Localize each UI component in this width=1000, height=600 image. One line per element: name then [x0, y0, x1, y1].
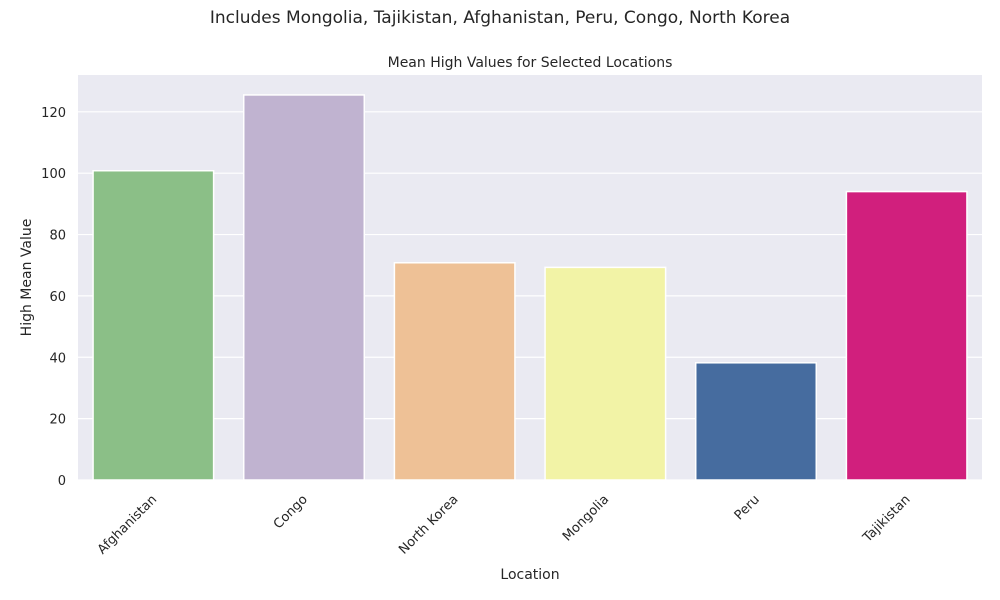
- x-tick-label: Mongolia: [560, 492, 612, 544]
- x-tick-label: Afghanistan: [95, 492, 160, 557]
- chart-title: Mean High Values for Selected Locations: [388, 55, 673, 71]
- y-tick-label: 20: [49, 413, 66, 428]
- x-tick-label: Tajikistan: [860, 492, 914, 546]
- y-axis-label: High Mean Value: [19, 219, 35, 337]
- bar-congo: [242, 94, 366, 481]
- y-tick-label: 100: [41, 167, 66, 182]
- y-tick-label: 60: [49, 290, 66, 305]
- bars: [92, 94, 968, 481]
- y-tick-labels: 0 20 40 60 80 100 120: [41, 106, 66, 489]
- bar-peru: [694, 362, 818, 481]
- x-tick-label: Congo: [271, 492, 311, 532]
- y-tick-label: 80: [49, 229, 66, 244]
- x-tick-label: North Korea: [396, 492, 461, 557]
- x-tick-labels: Afghanistan Congo North Korea Mongolia Peru T…: [95, 492, 914, 557]
- bar-afghanistan: [92, 169, 215, 481]
- y-tick-label: 40: [49, 351, 66, 366]
- bar-north-korea: [393, 262, 516, 481]
- y-tick-label: 120: [41, 106, 66, 121]
- x-axis-label: Location: [500, 567, 559, 583]
- plot-background: [78, 75, 982, 480]
- gridlines: [78, 111, 982, 481]
- figure-suptitle: Includes Mongolia, Tajikistan, Afghanist…: [209, 8, 791, 28]
- y-tick-label: 0: [58, 474, 66, 489]
- x-tick-label: Peru: [732, 492, 763, 523]
- bar-mongolia: [544, 266, 667, 481]
- bar-tajikistan: [845, 190, 968, 481]
